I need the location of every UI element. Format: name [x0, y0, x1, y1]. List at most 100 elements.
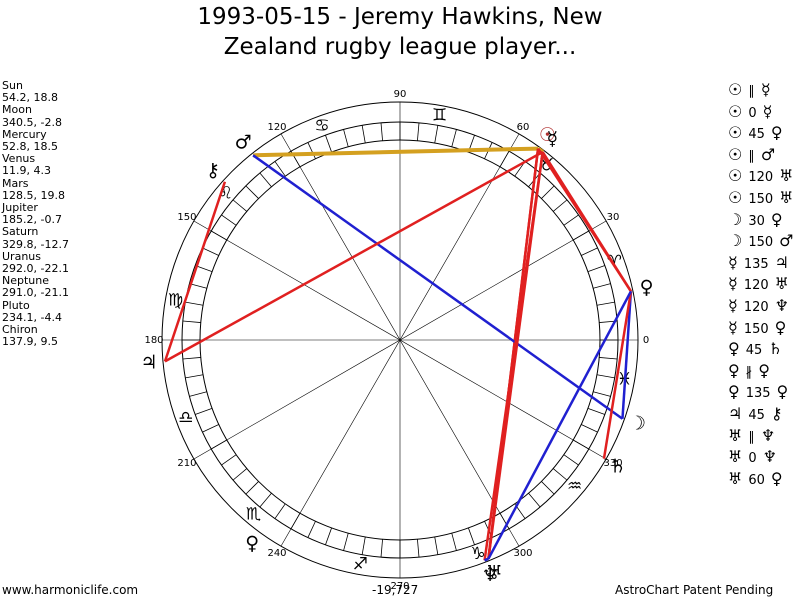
planet-glyph: ☽	[728, 209, 743, 229]
planet-glyph: ♀	[770, 468, 783, 488]
sign-glyph: ♋	[314, 116, 329, 136]
aspect-row: ♅ ∥ ♆	[728, 426, 794, 448]
aspect-line	[252, 154, 624, 420]
planet-glyph: ☿	[760, 80, 771, 99]
planet-glyph: ♅	[774, 274, 789, 294]
ring-tick	[451, 533, 457, 551]
planet-glyph: ☿	[728, 252, 738, 272]
aspect-line	[164, 150, 544, 363]
ring-tick	[417, 122, 420, 141]
ring-tick	[195, 265, 213, 272]
ring-tick	[380, 122, 383, 141]
ring-tick	[232, 468, 248, 481]
planet-glyph: ♀	[774, 317, 787, 337]
aspect-line	[163, 181, 227, 362]
aspect-row: ♀ ∦ ♀	[728, 361, 794, 383]
planet-glyph: ♃	[774, 252, 789, 272]
ring-tick	[552, 468, 568, 481]
planet-coords: 234.1, -4.4	[2, 310, 62, 324]
sign-glyph: ♍	[168, 290, 183, 310]
ring-tick	[202, 424, 219, 433]
sign-glyph: ♑	[470, 544, 485, 564]
ring-tick	[361, 536, 366, 555]
notice: AstroChart Patent Pending	[615, 583, 774, 597]
ring-tick	[221, 454, 237, 466]
degree-label: 120	[267, 122, 286, 133]
planet-glyph: ☿	[762, 101, 773, 121]
ring-tick	[274, 161, 286, 177]
planet-glyph: ♀	[776, 382, 789, 402]
ring-tick	[182, 357, 201, 360]
ring-tick	[189, 391, 207, 397]
aspect: 0	[748, 451, 757, 467]
aspect: ∥	[748, 429, 755, 445]
ring-tick	[245, 185, 259, 199]
aspect-row: ☉ 120 ♅	[728, 166, 794, 188]
planet-glyph: ♃	[141, 351, 158, 373]
ring-tick	[596, 301, 615, 306]
planet-glyph: ☽	[629, 413, 646, 435]
aspect-row: ☽ 150 ♂	[728, 231, 794, 253]
aspect-row: ☿ 120 ♆	[728, 296, 794, 318]
planet-name: Mercury	[2, 127, 47, 141]
planet-glyph: ♀	[770, 123, 783, 143]
planet-glyph: ♀	[640, 277, 654, 299]
ring-tick	[343, 533, 349, 551]
degree-label: 330	[603, 458, 622, 469]
planet-name: Moon	[2, 103, 32, 117]
planet-coords: 292.0, -22.1	[2, 262, 69, 276]
aspect-row: ☿ 120 ♅	[728, 274, 794, 296]
planet-glyph: ♅	[728, 468, 743, 488]
planet-glyph: ♀	[728, 339, 740, 359]
degree-label: 300	[513, 548, 532, 559]
planet-glyph: ♀	[245, 533, 259, 555]
aspect: 120	[743, 278, 769, 294]
degree-label: 180	[144, 335, 163, 346]
planet-name: Chiron	[2, 323, 38, 337]
aspect-row: ♅ 60 ♀	[728, 469, 794, 491]
aspect-row: ♅ 0 ♆	[728, 447, 794, 469]
planet-glyph: ♅	[779, 166, 794, 186]
sign-glyph: ♎	[178, 408, 193, 428]
aspect: ∦	[745, 364, 753, 380]
planet-glyph: ☉	[728, 187, 743, 207]
planet-glyph: ⚷	[770, 403, 783, 423]
planet-coords: 185.2, -0.7	[2, 213, 62, 227]
title: 1993-05-15 - Jeremy Hawkins, New	[197, 4, 603, 30]
planet-name: Venus	[2, 152, 36, 166]
ring-tick	[563, 454, 579, 466]
aspect-list: ☉ ∥ ☿ ☉ 0 ☿ ☉ 45 ♀ ☉ ∥ ♂ ☉ 120 ♅ ☉ 150 ♅ ☽ 30 ♀ ☽ 150 ♂ ☿ 135 ♃ ☿ 12…	[728, 80, 794, 490]
ring-tick	[274, 503, 286, 519]
ring-tick	[581, 247, 598, 256]
planet-glyph: ♃	[728, 403, 743, 423]
aspect-row: ☉ 45 ♀	[728, 123, 794, 145]
sign-glyph: ♐	[353, 555, 368, 575]
planet-glyph: ☉	[728, 80, 743, 99]
site: www.harmoniclife.com	[2, 583, 139, 597]
planet-glyph: ♂	[779, 231, 794, 251]
ring-tick	[325, 527, 332, 545]
ring-tick	[221, 214, 237, 226]
ring-tick	[541, 481, 555, 495]
aspect: 150	[748, 191, 774, 207]
aspect-line	[253, 146, 539, 158]
planet-coords: 329.8, -12.7	[2, 237, 69, 251]
ring-tick	[563, 214, 579, 226]
aspect: 30	[748, 213, 765, 229]
ring-tick	[185, 374, 204, 379]
degree-label: 90	[394, 89, 407, 100]
ring-tick	[451, 129, 457, 147]
sign-glyph: ♊	[432, 105, 447, 125]
aspect: 60	[748, 472, 765, 488]
aspect-line	[621, 291, 633, 419]
planet-glyph: ☉	[728, 144, 743, 164]
degree-label: 150	[177, 212, 196, 223]
planet-glyph: ♀	[770, 209, 783, 229]
planet-glyph: ♅	[728, 425, 743, 445]
ring-tick	[587, 265, 605, 272]
aspect-row: ☉ ∥ ☿	[728, 80, 794, 102]
aspect-row: ☉ ∥ ♂	[728, 145, 794, 167]
planet-name: Mars	[2, 176, 29, 190]
ring-tick	[307, 521, 316, 538]
planet-glyph: ♆	[482, 564, 499, 586]
